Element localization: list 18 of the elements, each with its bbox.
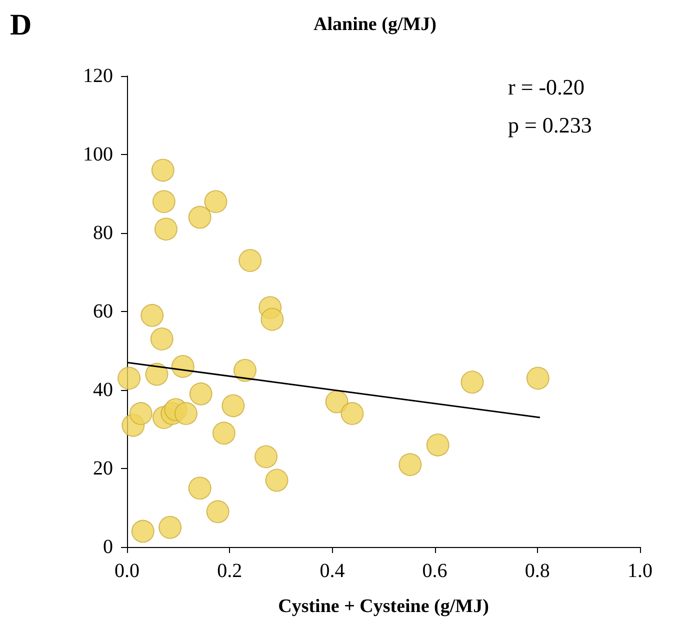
annotation: p = 0.233 xyxy=(508,112,592,138)
y-tick-label: 60 xyxy=(93,300,113,322)
y-tick-label: 100 xyxy=(83,144,113,166)
text: D xyxy=(10,8,32,42)
x-tick-label: 0.4 xyxy=(320,560,345,582)
y-tick-label: 0 xyxy=(103,536,113,558)
x-tick-label: 0.8 xyxy=(524,560,550,582)
x-tick-label: 0.6 xyxy=(422,560,448,582)
y-tick-label: 40 xyxy=(93,379,113,401)
x-tick-label: 0.2 xyxy=(217,560,242,582)
annotation: r = -0.20 xyxy=(508,74,585,100)
y-tick-label: 80 xyxy=(93,222,113,244)
chart-title: Alanine (g/MJ) xyxy=(314,14,436,35)
x-axis-title: Cystine + Cysteine (g/MJ) xyxy=(278,596,489,617)
y-tick-label: 20 xyxy=(93,458,113,480)
y-tick-label: 120 xyxy=(83,65,113,87)
x-tick-label: 1.0 xyxy=(628,560,652,582)
x-tick-label: 0.0 xyxy=(114,560,140,582)
